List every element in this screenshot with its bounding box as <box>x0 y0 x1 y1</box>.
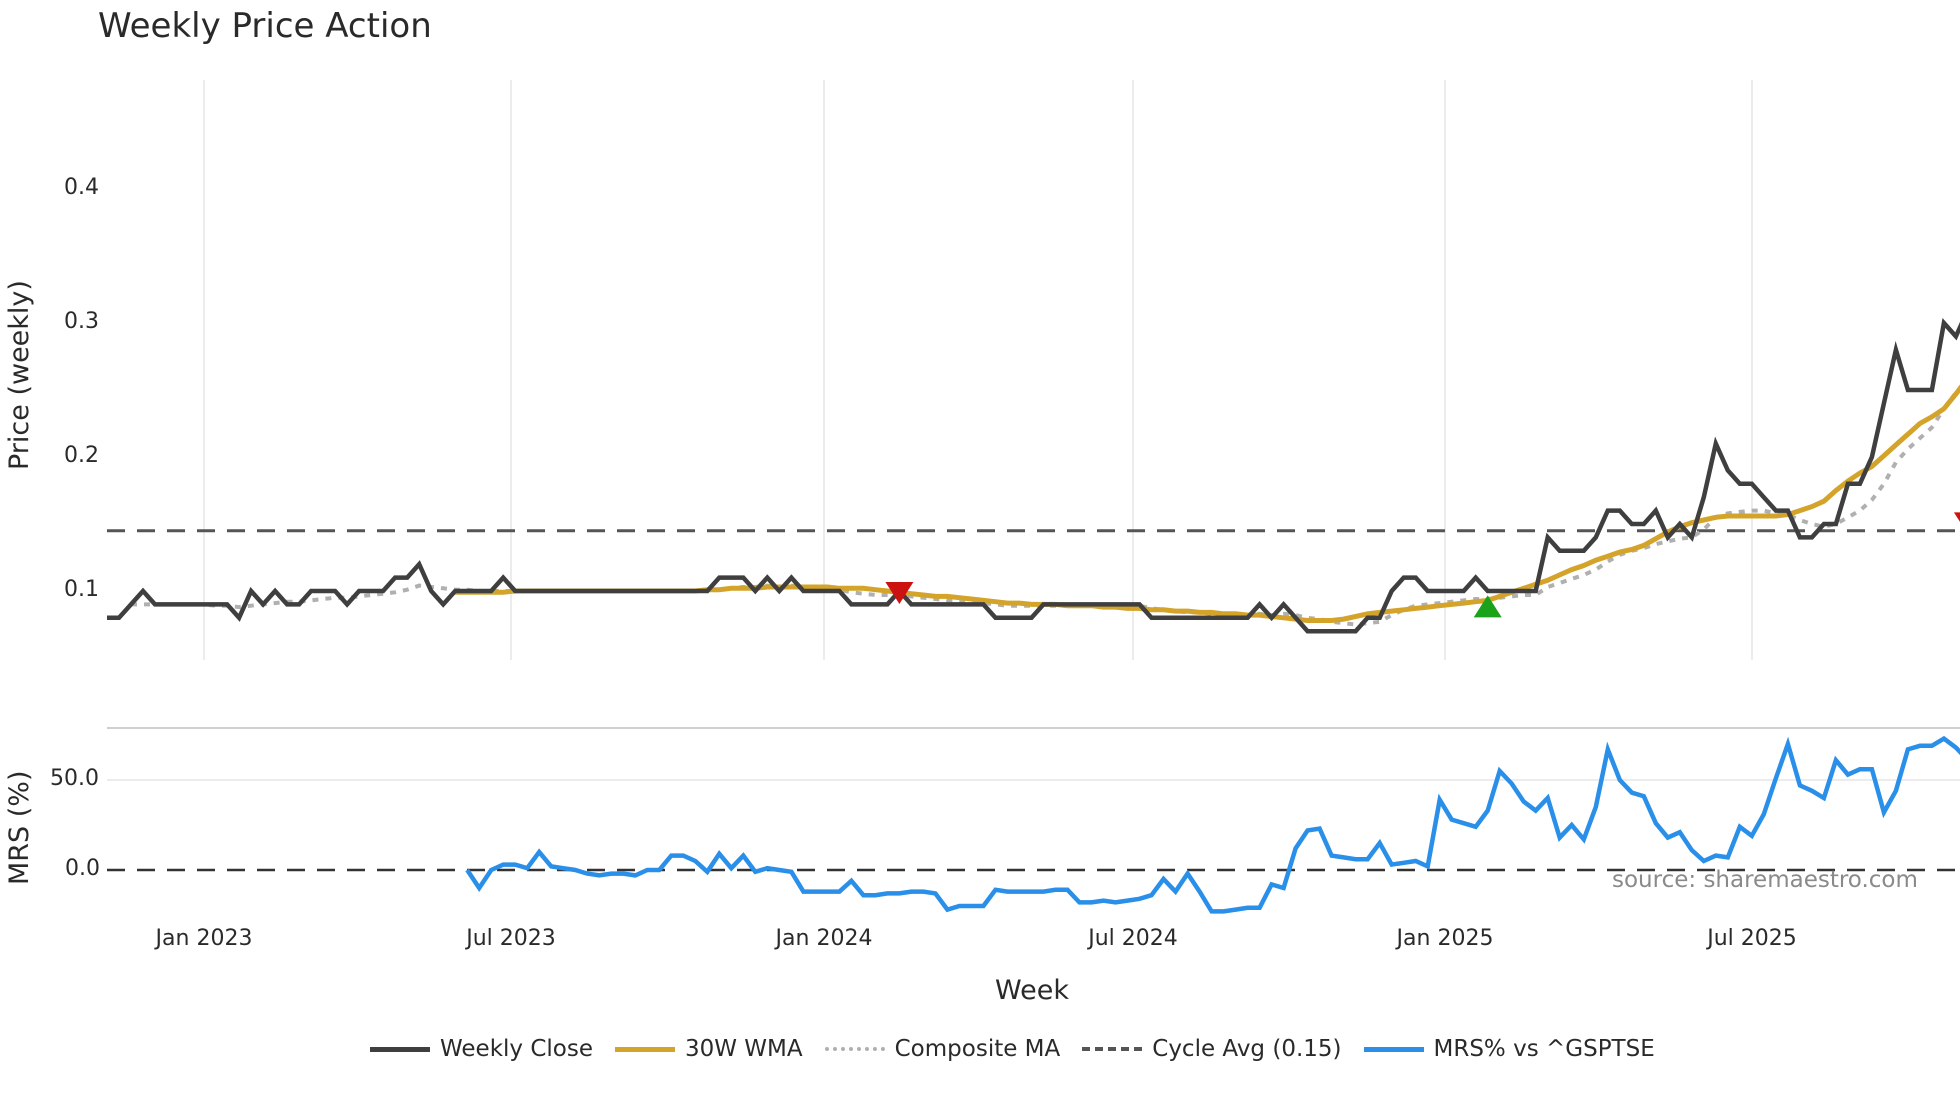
legend-label: 30W WMA <box>684 1036 803 1062</box>
mrs-ytick: 0.0 <box>65 856 100 881</box>
wma-line <box>455 384 1960 623</box>
xtick: Jan 2023 <box>155 926 253 951</box>
xtick: Jan 2025 <box>1396 926 1494 951</box>
mrs-y-axis-label: MRS (%) <box>4 770 35 886</box>
xtick: Jul 2025 <box>1707 926 1797 951</box>
price-ytick: 0.4 <box>64 175 99 200</box>
legend-swatch <box>1082 1047 1143 1051</box>
legend-label: Cycle Avg (0.15) <box>1152 1036 1342 1062</box>
legend-item-weekly-close[interactable]: Weekly Close <box>370 1036 593 1062</box>
legend-item-30w-wma[interactable]: 30W WMA <box>614 1036 803 1062</box>
legend-label: Composite MA <box>894 1036 1061 1062</box>
weekly-close-line <box>107 318 1960 634</box>
legend-item-composite-ma[interactable]: Composite MA <box>824 1036 1061 1062</box>
xtick: Jul 2023 <box>466 926 556 951</box>
source-credit: source: sharemaestro.com <box>1612 867 1918 893</box>
sell-signal-icon <box>1953 512 1960 522</box>
sell-signal-icon <box>885 582 914 604</box>
mrs-ytick: 50.0 <box>50 766 99 791</box>
price-y-axis-label: Price (weekly) <box>4 280 35 470</box>
composite-ma-line <box>131 386 1960 627</box>
price-ytick: 0.3 <box>64 309 99 334</box>
legend-swatch <box>614 1046 675 1052</box>
legend-label: Weekly Close <box>440 1036 593 1062</box>
xtick: Jan 2024 <box>775 926 873 951</box>
price-ytick: 0.2 <box>64 443 99 468</box>
legend-label: MRS% vs ^GSPTSE <box>1433 1036 1655 1062</box>
x-axis-label: Week <box>995 975 1069 1006</box>
buy-signal-icon <box>1473 595 1502 618</box>
legend-item-cycle-avg[interactable]: Cycle Avg (0.15) <box>1082 1036 1342 1062</box>
price-ytick: 0.1 <box>64 577 99 602</box>
chart-title: Weekly Price Action <box>98 6 432 46</box>
legend-item-mrs[interactable]: MRS% vs ^GSPTSE <box>1363 1036 1655 1062</box>
xtick: Jul 2024 <box>1088 926 1178 951</box>
legend-swatch <box>1363 1046 1424 1052</box>
legend-swatch <box>370 1046 430 1052</box>
mrs-line <box>465 735 1960 914</box>
legend: Weekly Close 30W WMA Composite MA Cycle … <box>370 1036 1677 1062</box>
legend-swatch <box>824 1047 885 1051</box>
